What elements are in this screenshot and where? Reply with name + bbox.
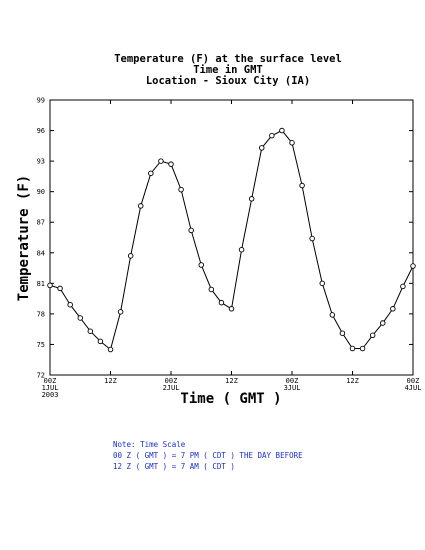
data-point — [380, 320, 386, 326]
y-tick-label: 75 — [37, 341, 45, 349]
data-point — [117, 309, 124, 315]
data-point — [228, 306, 235, 312]
x-tick-label: 00Z — [165, 377, 178, 385]
y-tick-label: 72 — [37, 372, 45, 380]
x-tick-label: 12Z — [225, 377, 238, 385]
chart-subtitle-location: Location - Sioux City (IA) — [146, 75, 310, 87]
data-point — [309, 235, 315, 242]
x-tick-label: 12Z — [104, 377, 117, 385]
data-point — [218, 299, 225, 306]
data-point — [198, 262, 204, 268]
data-point — [359, 345, 366, 352]
y-tick-label: 84 — [37, 249, 45, 257]
data-point — [329, 312, 336, 318]
x-tick-label: 00Z — [407, 377, 420, 385]
y-tick-label: 93 — [37, 158, 45, 166]
data-point — [158, 158, 164, 164]
data-point — [188, 227, 194, 234]
data-point — [127, 253, 134, 259]
y-tick-label: 99 — [37, 97, 45, 105]
data-point — [47, 282, 53, 289]
y-axis: 72 75 78 81 84 87 90 93 96 99 — [37, 97, 413, 380]
data-point — [349, 345, 356, 352]
temperature-line — [49, 129, 414, 351]
data-point — [289, 140, 295, 146]
x-axis-label: Time ( GMT ) — [180, 391, 281, 407]
data-point — [319, 280, 326, 287]
x-tick-label: 2JUL — [163, 384, 180, 392]
note-heading: Note: Time Scale — [113, 440, 186, 449]
data-point — [97, 338, 104, 345]
data-point — [107, 346, 114, 353]
data-point — [168, 161, 174, 167]
note-line-12z: 12 Z ( GMT ) = 7 AM ( CDT ) — [113, 462, 235, 471]
data-point — [178, 186, 184, 193]
x-tick-label: 4JUL — [405, 384, 422, 392]
data-point — [137, 203, 144, 209]
chart-title: Temperature (F) at the surface level — [114, 53, 342, 65]
data-point — [369, 332, 376, 339]
data-point — [57, 285, 63, 292]
x-tick-label: 00Z — [286, 377, 299, 385]
x-tick-label: 3JUL — [284, 384, 301, 392]
data-point — [248, 196, 255, 202]
data-point — [67, 301, 73, 308]
data-point — [238, 246, 245, 253]
data-point — [279, 127, 285, 134]
x-tick-label: 00Z — [44, 377, 57, 385]
chart-title-group: Temperature (F) at the surface level Tim… — [114, 53, 342, 87]
x-tick-label: 2003 — [42, 391, 59, 399]
y-tick-label: 81 — [37, 280, 45, 288]
note-line-00z: 00 Z ( GMT ) = 7 PM ( CDT ) THE DAY BEFO… — [113, 451, 303, 460]
temperature-chart: Temperature (F) at the surface level Tim… — [16, 53, 422, 407]
data-point — [339, 330, 346, 336]
y-tick-label: 78 — [37, 310, 45, 318]
data-point — [259, 145, 265, 151]
data-point — [390, 306, 396, 312]
data-point — [269, 132, 275, 139]
data-point — [299, 182, 305, 189]
y-tick-label: 87 — [37, 219, 45, 227]
chart-subtitle-time: Time in GMT — [193, 64, 263, 76]
plot-frame — [49, 99, 414, 376]
data-points — [47, 127, 416, 353]
data-point — [208, 286, 215, 293]
data-point — [400, 283, 406, 290]
data-point — [77, 315, 83, 321]
x-tick-label: 1JUL — [42, 384, 59, 392]
y-tick-label: 90 — [37, 188, 45, 196]
x-tick-label: 12Z — [346, 377, 359, 385]
data-point — [148, 170, 154, 177]
data-point — [410, 263, 416, 269]
data-point — [87, 328, 94, 334]
y-axis-label: Temperature (F) — [16, 175, 32, 301]
y-tick-label: 96 — [37, 127, 45, 135]
